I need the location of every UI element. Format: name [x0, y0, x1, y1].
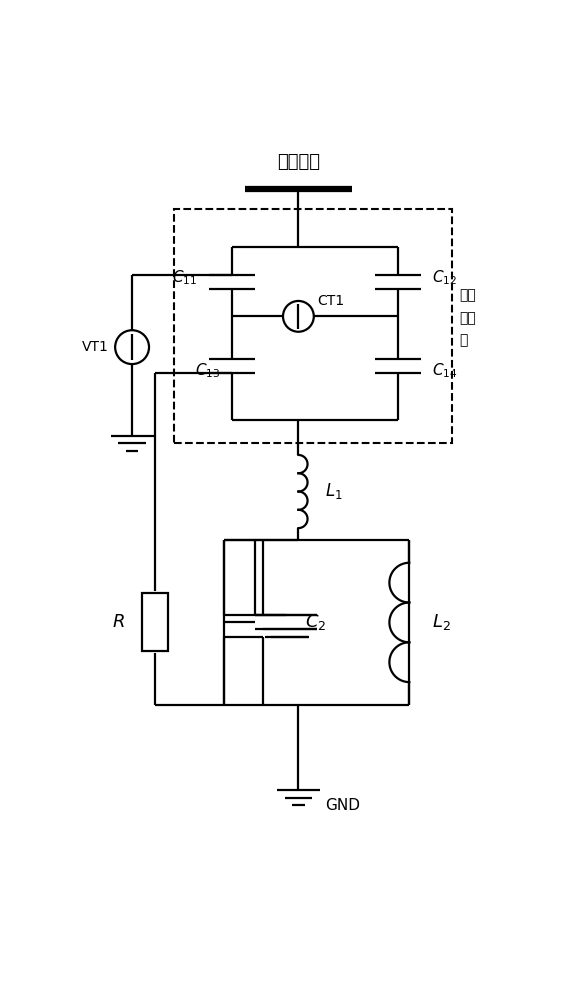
Text: VT1: VT1	[82, 340, 109, 354]
Text: $C_{2}$: $C_{2}$	[305, 612, 326, 632]
Text: $L_{1}$: $L_{1}$	[325, 481, 343, 501]
Text: $C_{14}$: $C_{14}$	[433, 361, 458, 380]
Text: $C_{13}$: $C_{13}$	[195, 361, 220, 380]
Text: $L_{2}$: $L_{2}$	[433, 612, 451, 632]
Text: GND: GND	[325, 798, 360, 813]
Text: 交流母线: 交流母线	[277, 153, 320, 171]
Bar	[174, 209, 452, 443]
Text: $C_{12}$: $C_{12}$	[433, 268, 458, 287]
Text: $R$: $R$	[111, 613, 124, 631]
Bar	[142, 593, 168, 651]
Text: CT1: CT1	[318, 294, 345, 308]
Text: $C_{11}$: $C_{11}$	[173, 268, 198, 287]
Text: 高压
电容
器: 高压 电容 器	[459, 288, 476, 348]
